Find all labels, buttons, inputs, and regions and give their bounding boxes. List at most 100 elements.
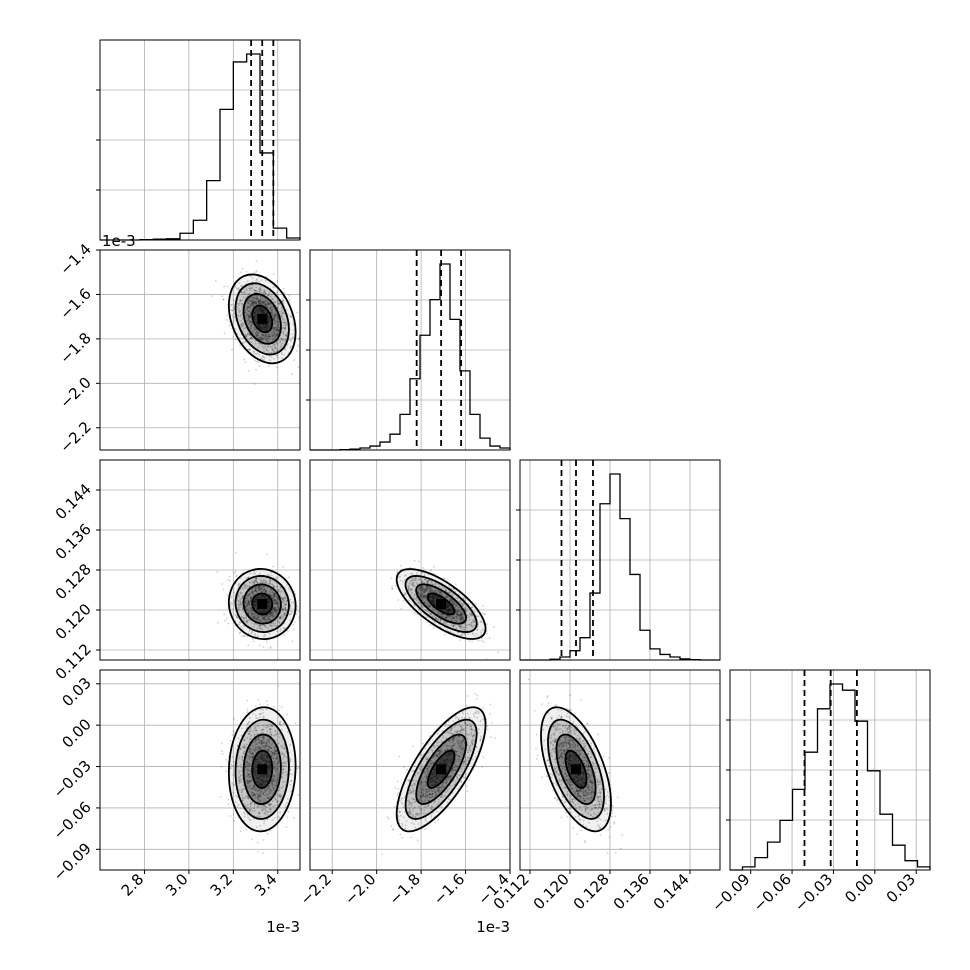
scatter-point — [245, 313, 248, 316]
scatter-point — [421, 585, 424, 588]
scatter-point — [276, 314, 279, 316]
scatter-point — [263, 290, 266, 293]
scatter-point — [250, 596, 253, 598]
scatter-point — [276, 291, 278, 294]
scatter-point — [247, 313, 250, 316]
scatter-point — [456, 613, 459, 616]
scatter-point — [273, 598, 276, 600]
scatter-point — [253, 580, 255, 583]
scatter-point — [276, 366, 278, 369]
scatter-point — [417, 601, 420, 604]
scatter-point — [247, 576, 250, 579]
scatter-point — [251, 787, 254, 790]
scatter-point — [232, 316, 235, 319]
scatter-point — [244, 600, 247, 602]
scatter-point — [261, 580, 264, 583]
scatter-point — [470, 621, 473, 624]
scatter-point — [239, 299, 242, 302]
scatter-point — [245, 584, 248, 587]
scatter-point — [268, 616, 271, 619]
scatter-point — [239, 600, 242, 603]
scatter-point — [252, 350, 255, 353]
scatter-point — [471, 625, 474, 628]
scatter-point — [263, 618, 266, 621]
scatter-point — [261, 332, 264, 335]
scatter-point — [272, 613, 275, 616]
scatter-point — [272, 610, 275, 613]
scatter-point — [407, 589, 410, 592]
scatter-point — [450, 599, 453, 602]
scatter-point — [480, 629, 483, 632]
scatter-point — [276, 777, 279, 780]
scatter-point — [274, 321, 276, 323]
scatter-point — [257, 336, 260, 339]
scatter-point — [264, 813, 267, 816]
scatter-point — [246, 635, 249, 638]
scatter-point — [438, 585, 441, 588]
scatter-point — [283, 602, 286, 605]
scatter-point — [259, 748, 262, 750]
scatter-point — [276, 732, 279, 735]
scatter-point — [237, 585, 240, 588]
scatter-point — [275, 609, 278, 612]
scatter-point — [451, 617, 454, 620]
scatter-point — [273, 335, 276, 338]
scatter-point — [251, 752, 254, 755]
scatter-point — [252, 756, 254, 759]
scatter-point — [281, 610, 284, 613]
scatter-point — [265, 619, 268, 622]
scatter-point — [242, 327, 245, 330]
scatter-point — [460, 611, 463, 614]
scatter-point — [272, 612, 275, 615]
scatter-point — [267, 332, 270, 335]
scatter-point — [257, 333, 260, 335]
scatter-point — [452, 602, 455, 605]
scatter-point — [247, 315, 250, 318]
scatter-point — [274, 753, 276, 756]
scatter-point — [266, 616, 269, 618]
scatter-point — [455, 608, 457, 610]
contour-line — [426, 592, 456, 616]
scatter-point — [248, 338, 251, 340]
scatter-point — [433, 589, 436, 592]
scatter-point — [264, 747, 267, 750]
scatter-point — [246, 595, 249, 598]
scatter-point — [244, 360, 247, 363]
scatter-point — [261, 788, 264, 791]
scatter-point — [258, 588, 260, 591]
scatter-point — [259, 338, 262, 341]
scatter-point — [453, 616, 456, 619]
scatter-point — [263, 588, 265, 591]
scatter-point — [249, 337, 252, 339]
scatter-point — [250, 324, 253, 327]
scatter-point — [456, 613, 459, 615]
scatter-point — [443, 614, 446, 617]
scatter-point — [249, 599, 252, 602]
scatter-point — [264, 279, 267, 282]
scatter-point — [438, 590, 440, 592]
scatter-point — [285, 603, 288, 606]
scatter-point — [255, 617, 258, 620]
scatter-point — [282, 608, 285, 611]
scatter-point — [282, 605, 285, 607]
scatter-point — [425, 597, 428, 599]
scatter-point — [263, 291, 266, 294]
scatter-point — [283, 353, 286, 356]
scatter-point — [410, 579, 413, 582]
scatter-point — [271, 328, 274, 331]
scatter-point — [266, 339, 269, 341]
scatter-point — [262, 585, 265, 588]
scatter-point — [289, 598, 292, 601]
scatter-point — [279, 796, 282, 798]
scatter-point — [250, 299, 253, 302]
scatter-point — [246, 619, 249, 622]
scatter-point — [258, 713, 261, 716]
scatter-point — [250, 632, 253, 635]
scatter-point — [416, 613, 419, 616]
scatter-point — [222, 588, 224, 591]
scatter-point — [263, 616, 265, 619]
scatter-point — [257, 616, 259, 618]
scatter-point — [273, 318, 276, 320]
scatter-point — [255, 298, 258, 301]
scatter-point — [273, 326, 276, 329]
